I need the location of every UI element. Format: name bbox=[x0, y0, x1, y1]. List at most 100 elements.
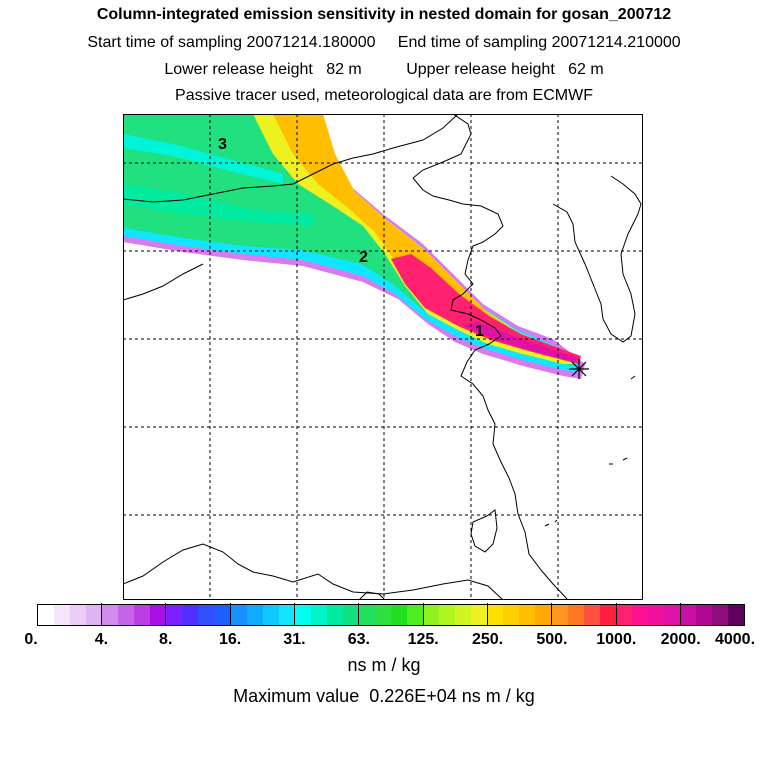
plume-core-inner bbox=[463, 322, 578, 362]
colorbar-cell bbox=[182, 605, 199, 625]
colorbar-tick bbox=[551, 603, 553, 626]
colorbar-cell bbox=[487, 605, 504, 625]
colorbar-cell bbox=[647, 605, 664, 625]
colorbar-cell bbox=[663, 605, 680, 625]
colorbar-cell bbox=[391, 605, 408, 625]
colorbar-cell bbox=[310, 605, 327, 625]
coastline-east bbox=[460, 335, 569, 600]
colorbar-cell bbox=[326, 605, 343, 625]
colorbar-cell bbox=[615, 605, 632, 625]
colorbar-cell bbox=[294, 605, 311, 625]
colorbar-tick bbox=[615, 603, 617, 626]
colorbar-tick-label: 2000. bbox=[660, 631, 701, 648]
colorbar-cell bbox=[214, 605, 231, 625]
marker-1: 1 bbox=[475, 323, 484, 340]
islands-ryukyu bbox=[544, 375, 636, 527]
colorbar-cell bbox=[70, 605, 87, 625]
plume-core bbox=[391, 254, 581, 364]
colorbar-cell bbox=[679, 605, 696, 625]
plume-teal-streak bbox=[123, 184, 313, 226]
plume-orange bbox=[273, 114, 575, 362]
colorbar-cell bbox=[455, 605, 472, 625]
colorbar-cell bbox=[230, 605, 247, 625]
colorbar-cell bbox=[503, 605, 520, 625]
plume-cyan-streak bbox=[123, 134, 283, 184]
border-mongolia bbox=[123, 114, 459, 203]
sampling-times: Start time of sampling 20071214.180000 E… bbox=[0, 34, 768, 52]
colorbar-cell bbox=[631, 605, 648, 625]
border-south bbox=[123, 543, 504, 600]
tracer-info: Passive tracer used, meteorological data… bbox=[175, 87, 593, 104]
colorbar-cell bbox=[583, 605, 600, 625]
colorbar-tick bbox=[100, 603, 102, 626]
colorbar-cell bbox=[471, 605, 488, 625]
marker-2: 2 bbox=[359, 249, 368, 266]
colorbar-tick-label: 63. bbox=[347, 631, 370, 648]
colorbar-cell bbox=[358, 605, 375, 625]
colorbar-tick bbox=[487, 603, 489, 626]
coastline-north bbox=[412, 114, 472, 179]
lower-height-label: Lower release height 82 m bbox=[164, 61, 362, 78]
colorbar-tick bbox=[293, 603, 295, 626]
coastlines bbox=[123, 114, 642, 600]
colorbar-tick bbox=[422, 603, 424, 626]
colorbar-cell bbox=[38, 605, 55, 625]
colorbar bbox=[37, 604, 745, 626]
colorbar-cell bbox=[342, 605, 359, 625]
colorbar-tick-label: 0. bbox=[24, 631, 38, 648]
colorbar-cell bbox=[374, 605, 392, 625]
colorbar-cell bbox=[54, 605, 71, 625]
colorbar-tick-label: 4. bbox=[94, 631, 109, 648]
colorbar-tick bbox=[165, 603, 167, 626]
colorbar-cell bbox=[551, 605, 568, 625]
colorbar-cell bbox=[86, 605, 103, 625]
colorbar-cell bbox=[278, 605, 295, 625]
colorbar-cell bbox=[519, 605, 536, 625]
colorbar-tick-label: 8. bbox=[159, 631, 173, 648]
release-heights: Lower release height 82 m Upper release … bbox=[0, 61, 768, 79]
colorbar-cell bbox=[599, 605, 616, 625]
colorbar-tick bbox=[680, 603, 682, 626]
colorbar-cell bbox=[439, 605, 456, 625]
colorbar-cell bbox=[423, 605, 440, 625]
colorbar-cell bbox=[246, 605, 263, 625]
colorbar-tick bbox=[358, 603, 360, 626]
colorbar-cell bbox=[134, 605, 151, 625]
colorbar-tick-label: 4000. bbox=[714, 631, 756, 648]
colorbar-cell bbox=[198, 605, 215, 625]
colorbar-cell bbox=[118, 605, 135, 625]
graticule bbox=[123, 114, 643, 600]
colorbar-tick-label: 31. bbox=[283, 631, 306, 648]
colorbar-tick-label: 1000. bbox=[596, 631, 637, 648]
start-time-label: Start time of sampling 20071214.180000 bbox=[87, 34, 376, 51]
coastline-korea bbox=[552, 175, 642, 343]
marker-3: 3 bbox=[218, 136, 227, 153]
colorbar-unit: ns m / kg bbox=[347, 655, 421, 675]
end-time-label: End time of sampling 20071214.210000 bbox=[397, 34, 681, 51]
colorbar-cell bbox=[567, 605, 584, 625]
sensitivity-map: 1 2 3 bbox=[123, 114, 643, 600]
colorbar-tick-label: 500. bbox=[536, 631, 568, 648]
colorbar-cell bbox=[535, 605, 552, 625]
colorbar-tick-label: 250. bbox=[471, 631, 504, 648]
border-inner bbox=[123, 263, 204, 301]
map-frame bbox=[123, 114, 643, 600]
colorbar-tick-label: 125. bbox=[407, 631, 439, 648]
receptor-star-icon bbox=[569, 359, 589, 379]
plume-layer bbox=[123, 114, 585, 379]
colorbar-cell bbox=[711, 605, 729, 625]
upper-height-label: Upper release height 62 m bbox=[406, 61, 604, 78]
coastline-bohai bbox=[412, 177, 504, 337]
colorbar-cell bbox=[262, 605, 279, 625]
colorbar-cell bbox=[407, 605, 424, 625]
colorbar-cell bbox=[102, 605, 119, 625]
colorbar-cell bbox=[728, 605, 745, 625]
colorbar-cell bbox=[150, 605, 167, 625]
colorbar-tick-label: 16. bbox=[218, 631, 242, 648]
colorbar-tick bbox=[229, 603, 231, 626]
colorbar-cell bbox=[166, 605, 183, 625]
coastline-taiwan bbox=[470, 509, 498, 553]
colorbar-cell bbox=[695, 605, 712, 625]
plot-title: Column-integrated emission sensitivity i… bbox=[96, 6, 672, 23]
island-hainan bbox=[358, 591, 386, 600]
